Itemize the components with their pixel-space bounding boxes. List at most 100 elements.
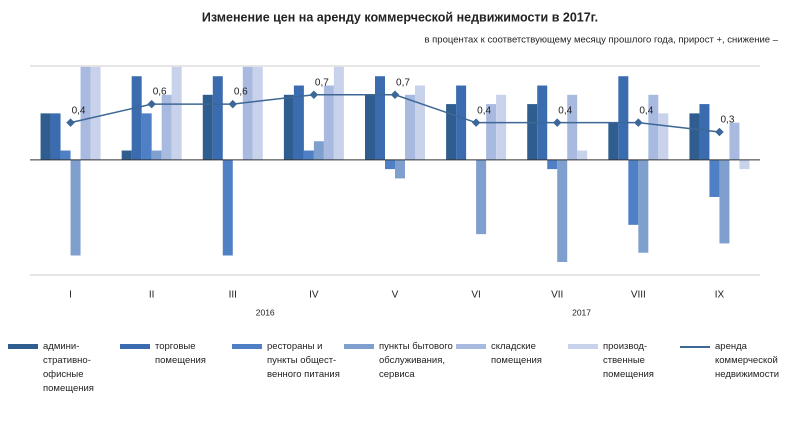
bar: [171, 66, 182, 160]
bar: [446, 104, 457, 160]
bar: [293, 85, 304, 160]
legend-item: аренда коммерческой недвижимости: [680, 340, 792, 396]
bar: [70, 159, 81, 256]
data-label: 0,6: [234, 87, 248, 98]
bar: [628, 159, 639, 225]
bar: [658, 113, 669, 160]
bar: [242, 66, 253, 160]
year-label: 2016: [256, 307, 275, 317]
legend-swatch: [680, 346, 710, 348]
legend: админи- стративно- офисные помещения торг…: [8, 340, 798, 396]
bar: [719, 159, 730, 244]
bar: [395, 159, 405, 179]
legend-label: торговые помещения: [155, 341, 206, 366]
x-tick-label: V: [392, 290, 399, 301]
bar: [121, 150, 132, 160]
marker: [552, 118, 562, 127]
data-label: 0,3: [720, 115, 734, 126]
bar: [313, 141, 324, 160]
bar: [618, 76, 629, 160]
data-label: 0,6: [153, 87, 167, 98]
bar: [212, 76, 223, 160]
marker: [147, 99, 156, 109]
marker: [715, 127, 724, 137]
legend-swatch: [120, 344, 150, 349]
bar: [486, 104, 497, 160]
bar: [80, 66, 91, 160]
bar: [303, 150, 314, 160]
bar: [476, 159, 487, 235]
bar: [567, 94, 578, 160]
data-label: 0,7: [396, 77, 410, 88]
bar: [456, 85, 467, 160]
bar: [90, 66, 101, 160]
x-tick-label: II: [149, 290, 155, 301]
data-label: 0,4: [72, 105, 86, 116]
bar: [60, 150, 71, 160]
x-tick-label: III: [229, 290, 237, 301]
x-tick-label: I: [69, 290, 72, 301]
bar: [202, 94, 213, 160]
legend-label: аренда коммерческой недвижимости: [715, 341, 780, 380]
bar: [527, 104, 538, 160]
bar: [415, 85, 425, 160]
bar: [333, 66, 344, 160]
bar: [222, 159, 233, 256]
legend-label: складские помещения: [491, 341, 542, 366]
legend-item: складские помещения: [456, 340, 568, 396]
bar: [131, 76, 142, 160]
legend-swatch: [568, 344, 598, 349]
legend-swatch: [456, 344, 486, 349]
marker: [390, 90, 400, 100]
legend-swatch: [232, 344, 262, 349]
bar: [557, 159, 568, 262]
legend-label: производ- ственные помещения: [603, 341, 654, 380]
bar: [547, 159, 558, 170]
legend-item: админи- стративно- офисные помещения: [8, 340, 120, 396]
data-label: 0,7: [315, 77, 329, 88]
x-tick-label: VIII: [631, 290, 646, 301]
bar: [385, 159, 395, 170]
legend-item: рестораны и пункты общест- венного питан…: [232, 340, 344, 396]
chart: Изменение цен на аренду коммерческой нед…: [30, 10, 779, 317]
legend-label: рестораны и пункты общест- венного питан…: [267, 341, 340, 380]
bar: [739, 159, 750, 170]
bar: [689, 113, 700, 160]
chart-subtitle: в процентах к соответствующему месяцу пр…: [424, 35, 778, 46]
data-label: 0,4: [558, 105, 572, 116]
legend-item: пункты бытового обслуживания, сервиса: [344, 340, 456, 396]
bar: [323, 85, 334, 160]
bar: [405, 94, 415, 160]
legend-item: производ- ственные помещения: [568, 340, 680, 396]
bar: [709, 159, 720, 197]
bar: [283, 94, 294, 160]
chart-title: Изменение цен на аренду коммерческой нед…: [202, 10, 598, 24]
bar: [161, 94, 172, 160]
marker: [471, 118, 481, 127]
year-label: 2017: [572, 307, 591, 317]
marker: [309, 90, 319, 100]
bar: [638, 159, 649, 253]
bar: [40, 113, 51, 160]
bar: [375, 76, 385, 160]
bar: [151, 150, 162, 160]
bar: [365, 94, 375, 160]
legend-label: админи- стративно- офисные помещения: [43, 341, 94, 394]
bar: [729, 122, 740, 160]
bar: [252, 66, 263, 160]
marker: [634, 118, 643, 127]
legend-swatch: [8, 344, 38, 349]
marker: [66, 118, 75, 127]
x-tick-label: IX: [715, 290, 725, 301]
x-tick-label: VII: [551, 290, 563, 301]
bar: [141, 113, 152, 160]
bar: [699, 104, 710, 160]
legend-item: торговые помещения: [120, 340, 232, 396]
legend-swatch: [344, 344, 374, 349]
data-label: 0,4: [477, 105, 491, 116]
bar: [648, 94, 659, 160]
x-tick-label: VI: [471, 290, 480, 301]
marker: [228, 99, 238, 109]
bar: [50, 113, 61, 160]
